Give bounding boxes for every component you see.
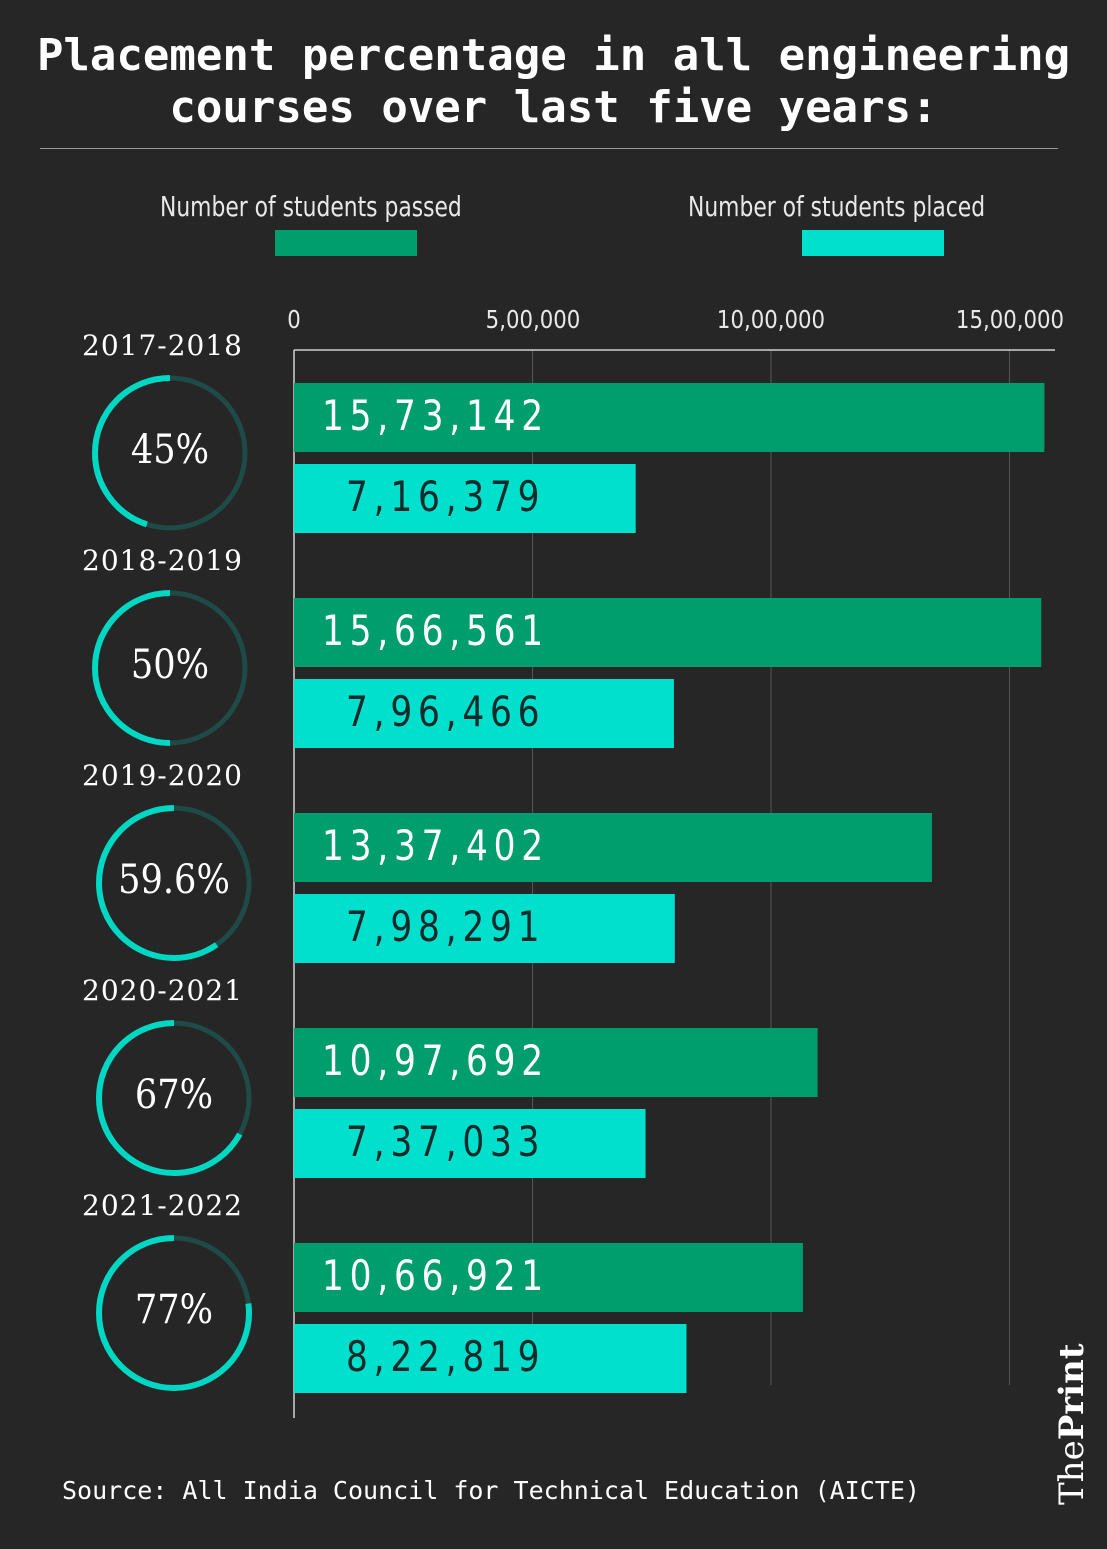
bar-label-placed: 7,16,379 — [346, 472, 546, 521]
bar-label-passed: 10,97,692 — [322, 1036, 549, 1085]
bar-label-placed: 7,96,466 — [346, 687, 546, 736]
placement-percent-label: 77% — [134, 1287, 214, 1333]
year-label: 2020-2021 — [82, 974, 243, 1007]
bar-label-passed: 15,66,561 — [322, 606, 549, 655]
year-label: 2018-2019 — [82, 544, 243, 577]
legend-placed-swatch — [802, 230, 944, 256]
bar-label-placed: 7,98,291 — [346, 902, 546, 951]
x-tick-label: 0 — [287, 305, 301, 334]
source-note: Source: All India Council for Technical … — [62, 1476, 920, 1505]
title-divider — [40, 148, 1058, 149]
chart-title: Placement percentage in all engineering … — [36, 30, 1071, 133]
legend-passed-swatch — [275, 230, 417, 256]
x-tick-label: 15,00,000 — [955, 305, 1064, 334]
brand-logo: ThePrint — [1052, 1343, 1092, 1505]
placement-percent-label: 59.6% — [118, 857, 230, 903]
year-label: 2017-2018 — [82, 329, 243, 362]
legend-passed-label: Number of students passed — [160, 190, 462, 223]
placement-percent-label: 50% — [130, 642, 210, 688]
x-tick-label: 10,00,000 — [716, 305, 826, 334]
year-label: 2021-2022 — [82, 1189, 243, 1222]
x-tick-label: 5,00,000 — [485, 305, 580, 334]
bar-label-placed: 7,37,033 — [346, 1117, 546, 1166]
placement-percent-label: 67% — [134, 1072, 214, 1118]
bar-label-passed: 15,73,142 — [322, 391, 549, 440]
legend-placed-label: Number of students placed — [688, 190, 986, 223]
year-label: 2019-2020 — [82, 759, 243, 792]
bar-label-passed: 13,37,402 — [322, 821, 549, 870]
placement-percent-label: 45% — [130, 427, 210, 473]
bar-label-placed: 8,22,819 — [346, 1332, 546, 1381]
bar-label-passed: 10,66,921 — [322, 1251, 549, 1300]
